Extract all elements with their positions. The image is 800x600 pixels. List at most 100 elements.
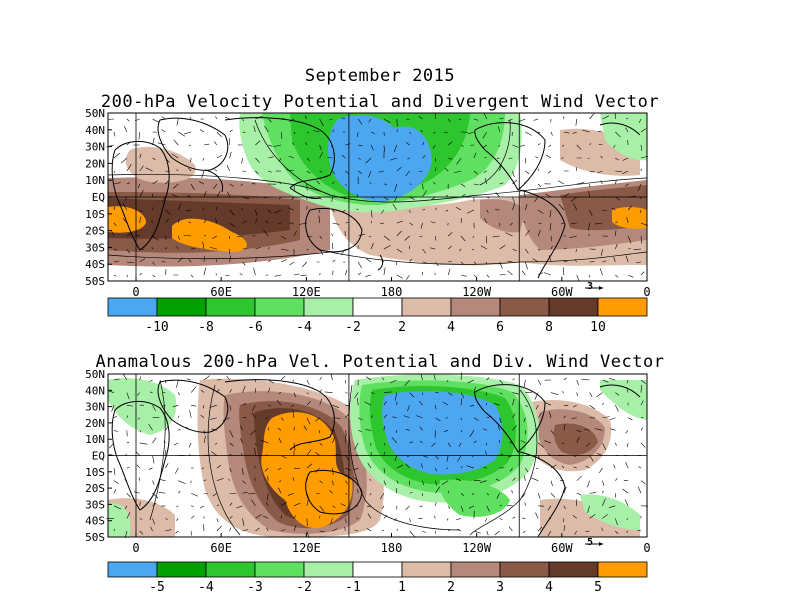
wind-vector [494,530,500,536]
wind-vector [126,261,134,264]
wind-vector [178,257,184,263]
wind-vector [255,258,257,263]
wind-vector [405,142,410,146]
wind-vector [486,415,492,419]
wind-vector [435,486,441,494]
wind-vector [133,491,140,494]
wind-vector [599,268,603,276]
wind-vector [263,229,269,237]
wind-vector [211,428,217,431]
wind-vector [240,425,243,431]
wind-vector [435,167,437,172]
wind-vector [356,194,359,198]
wind-vector [635,261,642,264]
wind-vector [482,144,487,149]
wind-vector [589,514,596,519]
colorbar-swatch [205,561,256,578]
wind-vector [139,442,148,445]
wind-vector [203,430,206,435]
wind-vector [535,429,539,431]
wind-vector [405,274,410,280]
wind-vector [435,467,437,472]
wind-vector [229,389,232,393]
wind-vector [152,180,158,185]
y-tick-label: 30S [85,498,105,511]
wind-vector [358,417,363,421]
wind-vector [576,430,582,433]
wind-vector [383,401,387,406]
wind-vector [383,144,385,152]
wind-vector [584,428,590,431]
wind-vector [418,400,423,406]
wind-vector [126,442,130,444]
wind-vector [319,442,323,446]
wind-vector [389,157,397,161]
wind-vector [368,118,372,123]
wind-vector [460,493,464,496]
wind-vector [329,118,333,121]
wind-vector [563,423,566,431]
wind-vector [499,244,506,250]
wind-vector [188,221,192,224]
wind-vector [538,272,544,276]
panel2-colorbar: -5 -4 -3 -2 -1 1 2 3 4 5 [107,561,648,595]
wind-vector [498,126,500,133]
panel2-shading-negative [108,374,647,537]
wind-vector [484,157,487,159]
wind-vector [278,181,282,185]
wind-vector [249,430,256,436]
wind-vector [163,415,166,418]
wind-vector [183,235,192,237]
wind-vector [139,530,144,535]
wind-vector [267,475,269,481]
y-tick-label: 50N [85,368,105,381]
wind-vector [405,463,410,469]
wind-vector [396,129,398,133]
wind-vector [136,392,140,396]
wind-vector [471,493,475,496]
wind-vector [409,196,415,200]
wind-vector [288,155,295,159]
wind-vector [216,478,224,481]
wind-vector [358,170,362,174]
wind-vector [357,489,359,494]
wind-vector [499,164,502,172]
wind-vector [113,489,117,494]
y-tick-label: 30S [85,241,105,254]
wind-vector [345,493,348,495]
wind-vector [435,455,439,460]
wind-vector [291,196,295,200]
wind-vector [370,415,373,418]
x-tick-label: 120E [292,541,321,555]
wind-vector [444,167,449,172]
wind-vector [419,426,423,431]
wind-vector [370,220,372,224]
wind-vector [520,440,526,444]
wind-vector [315,452,320,456]
wind-vector [293,467,301,470]
wind-vector [624,499,629,506]
colorbar-label: -4 [296,320,312,335]
wind-vector [299,222,307,225]
wind-vector [537,455,540,459]
wind-vector [152,274,156,278]
wind-vector [460,398,463,406]
wind-vector [345,430,347,436]
wind-vector [342,209,346,213]
wind-vector [602,498,606,506]
wind-vector [455,206,462,211]
wind-vector [345,413,350,418]
wind-vector [152,502,157,507]
wind-vector [407,157,410,160]
wind-vector [273,144,282,147]
y-tick-label: 50S [85,531,105,544]
wind-vector [420,374,423,381]
wind-vector [345,467,352,471]
colorbar-label: -5 [149,580,165,595]
wind-vector [152,118,160,123]
wind-vector [172,404,179,408]
wind-vector [139,518,143,520]
wind-vector [602,490,604,494]
wind-vector [396,274,403,279]
colorbar-swatch [450,297,501,317]
